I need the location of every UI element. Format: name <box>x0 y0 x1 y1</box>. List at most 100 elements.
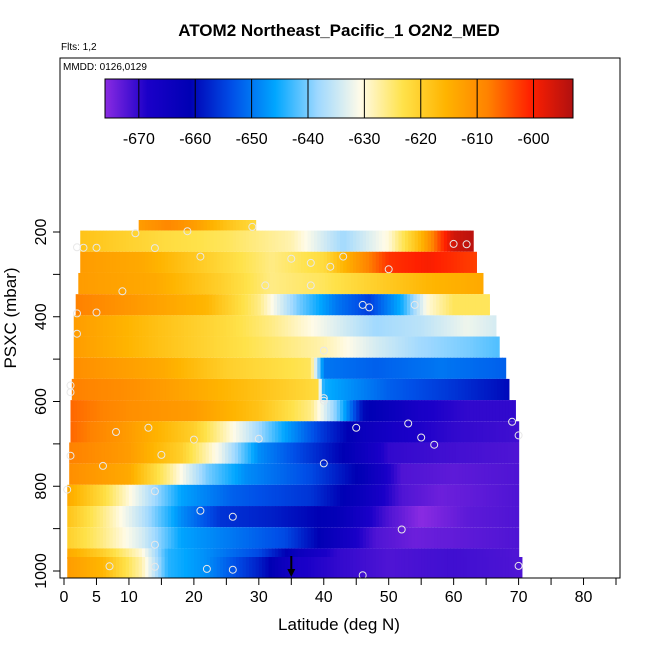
heatmap-cell <box>95 463 100 485</box>
heatmap-cell <box>88 463 93 485</box>
heatmap-cell <box>291 557 296 578</box>
heatmap-cell <box>388 336 393 358</box>
heatmap-cell <box>171 400 175 422</box>
heatmap-cell <box>184 548 188 559</box>
heatmap-cell <box>317 506 322 528</box>
heatmap-cell <box>242 527 247 549</box>
heatmap-cell <box>331 378 336 401</box>
sample-point <box>92 308 101 317</box>
heatmap-cell <box>148 220 153 231</box>
heatmap-cell <box>102 548 107 559</box>
heatmap-cell <box>78 442 83 464</box>
heatmap-cell <box>369 548 374 559</box>
heatmap-cell <box>343 357 348 379</box>
heatmap-cell <box>288 527 292 549</box>
heatmap-cell <box>286 442 291 464</box>
heatmap-cell <box>232 220 237 231</box>
heatmap-cell <box>125 484 130 507</box>
heatmap-cell <box>218 442 223 464</box>
heatmap-cell <box>75 378 79 401</box>
x-tick-label: 10 <box>120 589 138 606</box>
heatmap-cell <box>275 527 279 549</box>
heatmap-cell <box>93 484 98 507</box>
heatmap-cell <box>469 484 474 507</box>
heatmap-cell <box>119 557 124 578</box>
heatmap-cell <box>99 400 104 422</box>
heatmap-cell <box>223 557 227 578</box>
heatmap-cell <box>96 548 101 559</box>
heatmap-cell <box>504 463 509 485</box>
heatmap-cell <box>177 421 182 443</box>
heatmap-cell <box>239 336 244 358</box>
heatmap-cell <box>375 421 380 443</box>
heatmap-cell <box>213 484 218 507</box>
heatmap-cell <box>221 442 226 464</box>
heatmap-cell <box>122 336 127 358</box>
heatmap-cell <box>243 378 248 401</box>
heatmap-cell <box>294 506 299 528</box>
heatmap-cell <box>88 272 92 295</box>
heatmap-cell <box>401 357 406 379</box>
heatmap-cell <box>479 484 484 507</box>
heatmap-cell <box>429 294 434 316</box>
heatmap-cell <box>388 548 393 559</box>
heatmap-cell <box>283 442 288 464</box>
heatmap-cell <box>164 548 169 559</box>
heatmap-cell <box>252 484 257 507</box>
heatmap-cell <box>78 463 83 485</box>
heatmap-cell <box>400 463 405 485</box>
heatmap-cell <box>262 251 266 273</box>
heatmap-cell <box>479 400 484 422</box>
heatmap-cell <box>288 506 292 528</box>
latitude-marker <box>287 556 296 577</box>
heatmap-cell <box>219 220 224 231</box>
heatmap-cell <box>277 294 281 316</box>
heatmap-cell <box>147 294 151 316</box>
heatmap-cell <box>414 527 419 549</box>
heatmap-cell <box>449 442 453 464</box>
heatmap-cell <box>200 336 205 358</box>
heatmap-cell <box>245 357 250 379</box>
heatmap-cell <box>396 272 401 295</box>
heatmap-cell <box>115 421 120 443</box>
heatmap-cell <box>390 272 394 295</box>
heatmap-cell <box>489 421 494 443</box>
heatmap-cell <box>327 484 331 507</box>
heatmap-cell <box>299 294 304 316</box>
heatmap-cell <box>83 357 88 379</box>
heatmap-cell <box>138 506 143 528</box>
heatmap-cell <box>391 251 396 273</box>
heatmap-cell <box>482 315 487 337</box>
heatmap-cell <box>378 421 383 443</box>
heatmap-cell <box>119 357 124 379</box>
heatmap-cell <box>158 506 163 528</box>
heatmap-cell <box>203 220 208 231</box>
heatmap-cell <box>441 272 446 295</box>
heatmap-cell <box>252 400 257 422</box>
heatmap-cell <box>362 400 367 422</box>
heatmap-cell <box>320 357 325 379</box>
heatmap-cell <box>210 506 214 528</box>
heatmap-cell <box>242 336 247 358</box>
flights-label: Flts: 1,2 <box>61 42 97 53</box>
heatmap-cell <box>352 315 357 337</box>
heatmap-cell <box>225 463 229 485</box>
heatmap-cell <box>119 548 124 559</box>
heatmap-cell <box>80 315 85 337</box>
heatmap-cell <box>385 548 390 559</box>
heatmap-cell <box>388 484 393 507</box>
heatmap-cell <box>76 357 81 379</box>
heatmap-cell <box>450 357 455 379</box>
heatmap-cell <box>385 251 390 273</box>
sample-point <box>150 487 159 496</box>
heatmap-cell <box>424 527 429 549</box>
heatmap-cell <box>430 336 435 358</box>
heatmap-cell <box>148 484 153 507</box>
heatmap-cell <box>385 357 390 379</box>
heatmap-cell <box>430 557 435 578</box>
heatmap-cell <box>393 442 398 464</box>
heatmap-cell <box>344 272 349 295</box>
heatmap-cell <box>345 294 350 316</box>
heatmap-cell <box>437 315 442 337</box>
heatmap-cell <box>275 315 279 337</box>
